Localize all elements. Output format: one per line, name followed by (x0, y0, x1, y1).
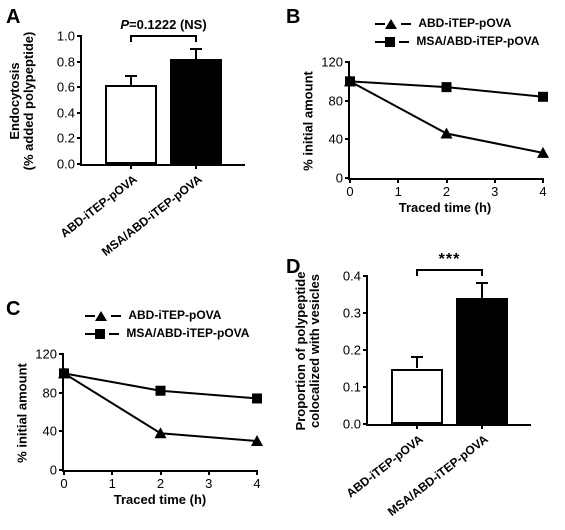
y-tick-label: 40 (329, 132, 350, 147)
panel-d-ytitle: Proportion of polypeptide colocalized wi… (294, 272, 322, 431)
x-tick-label: 1 (109, 470, 116, 491)
x-tick-label: 4 (253, 470, 260, 491)
x-tick-label: 4 (539, 178, 546, 199)
significance-stars: *** (439, 251, 461, 269)
panel-c: C 0408012001234 % initial amount Traced … (0, 292, 280, 527)
y-tick-label: 0.0 (343, 417, 368, 432)
triangle-marker-icon (441, 128, 453, 139)
significance-line (131, 35, 196, 37)
y-tick-label: 1.0 (57, 29, 82, 44)
significance-drop (195, 35, 197, 42)
panel-b-legend-1-label: ABD-iTEP-pOVA (418, 16, 511, 30)
x-tick (195, 164, 197, 169)
error-bar (481, 283, 483, 298)
significance-line (417, 269, 482, 271)
panel-d: D 0.00.10.20.30.4ABD-iTEP-pOVAMSA/ABD-iT… (280, 250, 565, 530)
panel-a-plot: 0.00.20.40.60.81.0ABD-iTEP-pOVAMSA/ABD-i… (80, 36, 245, 166)
y-tick-label: 0.1 (343, 380, 368, 395)
panel-c-legend-2: MSA/ABD-iTEP-pOVA (85, 326, 249, 340)
panel-c-legend-2-label: MSA/ABD-iTEP-pOVA (126, 326, 249, 340)
x-tick-label: 0 (346, 178, 353, 199)
panel-b-xtitle: Traced time (h) (399, 200, 491, 215)
error-bar (130, 76, 132, 85)
square-marker-icon (95, 329, 105, 339)
panel-c-xtitle: Traced time (h) (114, 492, 206, 507)
panel-b-legend-1: ABD-iTEP-pOVA (375, 16, 511, 30)
line-chart-svg (64, 354, 257, 470)
x-tick (130, 164, 132, 169)
panel-b-ytitle: % initial amount (301, 71, 316, 171)
panel-d-ytitle-line2: colocalized with vesicles (307, 274, 322, 428)
panel-b-label: B (286, 6, 300, 29)
panel-a-label: A (6, 6, 20, 29)
panel-b-legend-2-label: MSA/ABD-iTEP-pOVA (416, 34, 539, 48)
triangle-marker-icon (95, 311, 107, 321)
panel-a-ytitle-line1: Endocytosis (7, 62, 22, 139)
y-tick-label: 0.2 (343, 343, 368, 358)
square-marker-icon (59, 368, 69, 378)
panel-a-ytitle-line2: (% added polypeptide) (21, 32, 36, 171)
significance-text: P=0.1222 (NS) (120, 17, 206, 32)
error-bar (195, 49, 197, 59)
significance-drop (481, 269, 483, 276)
x-tick-label: 3 (205, 470, 212, 491)
y-tick-label: 0.8 (57, 54, 82, 69)
y-tick-label: 80 (329, 93, 350, 108)
y-tick-label: 40 (43, 424, 64, 439)
y-tick-label: 0.2 (57, 131, 82, 146)
y-tick-label: 0.6 (57, 80, 82, 95)
x-tick (416, 424, 418, 429)
y-tick-label: 120 (35, 347, 64, 362)
bar (105, 85, 157, 164)
x-tick-label: 2 (157, 470, 164, 491)
y-tick-label: 0.4 (57, 105, 82, 120)
x-tick-label: 1 (395, 178, 402, 199)
panel-d-plot: 0.00.10.20.30.4ABD-iTEP-pOVAMSA/ABD-iTEP… (366, 276, 531, 426)
error-bar-cap (125, 75, 137, 77)
panel-a-ytitle: Endocytosis (% added polypeptide) (8, 32, 36, 171)
bar (456, 298, 508, 424)
panel-c-ytitle: % initial amount (15, 363, 30, 463)
y-tick-label: 80 (43, 385, 64, 400)
error-bar-cap (190, 48, 202, 50)
significance-drop (130, 35, 132, 42)
panel-c-label: C (6, 298, 20, 321)
panel-d-ytitle-line1: Proportion of polypeptide (293, 272, 308, 431)
panel-c-plot: 0408012001234 (62, 354, 257, 472)
square-marker-icon (538, 92, 548, 102)
square-marker-icon (156, 386, 166, 396)
panel-c-legend-1: ABD-iTEP-pOVA (85, 308, 221, 322)
panel-c-legend-1-label: ABD-iTEP-pOVA (128, 308, 221, 322)
figure: A 0.00.20.40.60.81.0ABD-iTEP-pOVAMSA/ABD… (0, 0, 565, 530)
panel-b-legend-2: MSA/ABD-iTEP-pOVA (375, 34, 539, 48)
panel-a: A 0.00.20.40.60.81.0ABD-iTEP-pOVAMSA/ABD… (0, 0, 280, 265)
error-bar (416, 357, 418, 368)
triangle-marker-icon (385, 19, 397, 29)
panel-b-plot: 0408012001234 (348, 62, 543, 180)
significance-drop (416, 269, 418, 276)
bar (170, 59, 222, 164)
y-tick-label: 120 (321, 55, 350, 70)
x-tick-label: 2 (443, 178, 450, 199)
y-tick-label: 0.4 (343, 269, 368, 284)
square-marker-icon (345, 76, 355, 86)
square-marker-icon (442, 82, 452, 92)
line-chart-svg (350, 62, 543, 178)
error-bar-cap (411, 356, 423, 358)
panel-b: B 0408012001234 % initial amount Traced … (280, 0, 565, 235)
y-tick-label: 0.3 (343, 306, 368, 321)
bar (391, 369, 443, 425)
square-marker-icon (252, 393, 262, 403)
error-bar-cap (476, 282, 488, 284)
x-tick (481, 424, 483, 429)
square-marker-icon (385, 37, 395, 47)
x-tick-label: 3 (491, 178, 498, 199)
y-tick-label: 0.0 (57, 157, 82, 172)
x-tick-label: 0 (60, 470, 67, 491)
